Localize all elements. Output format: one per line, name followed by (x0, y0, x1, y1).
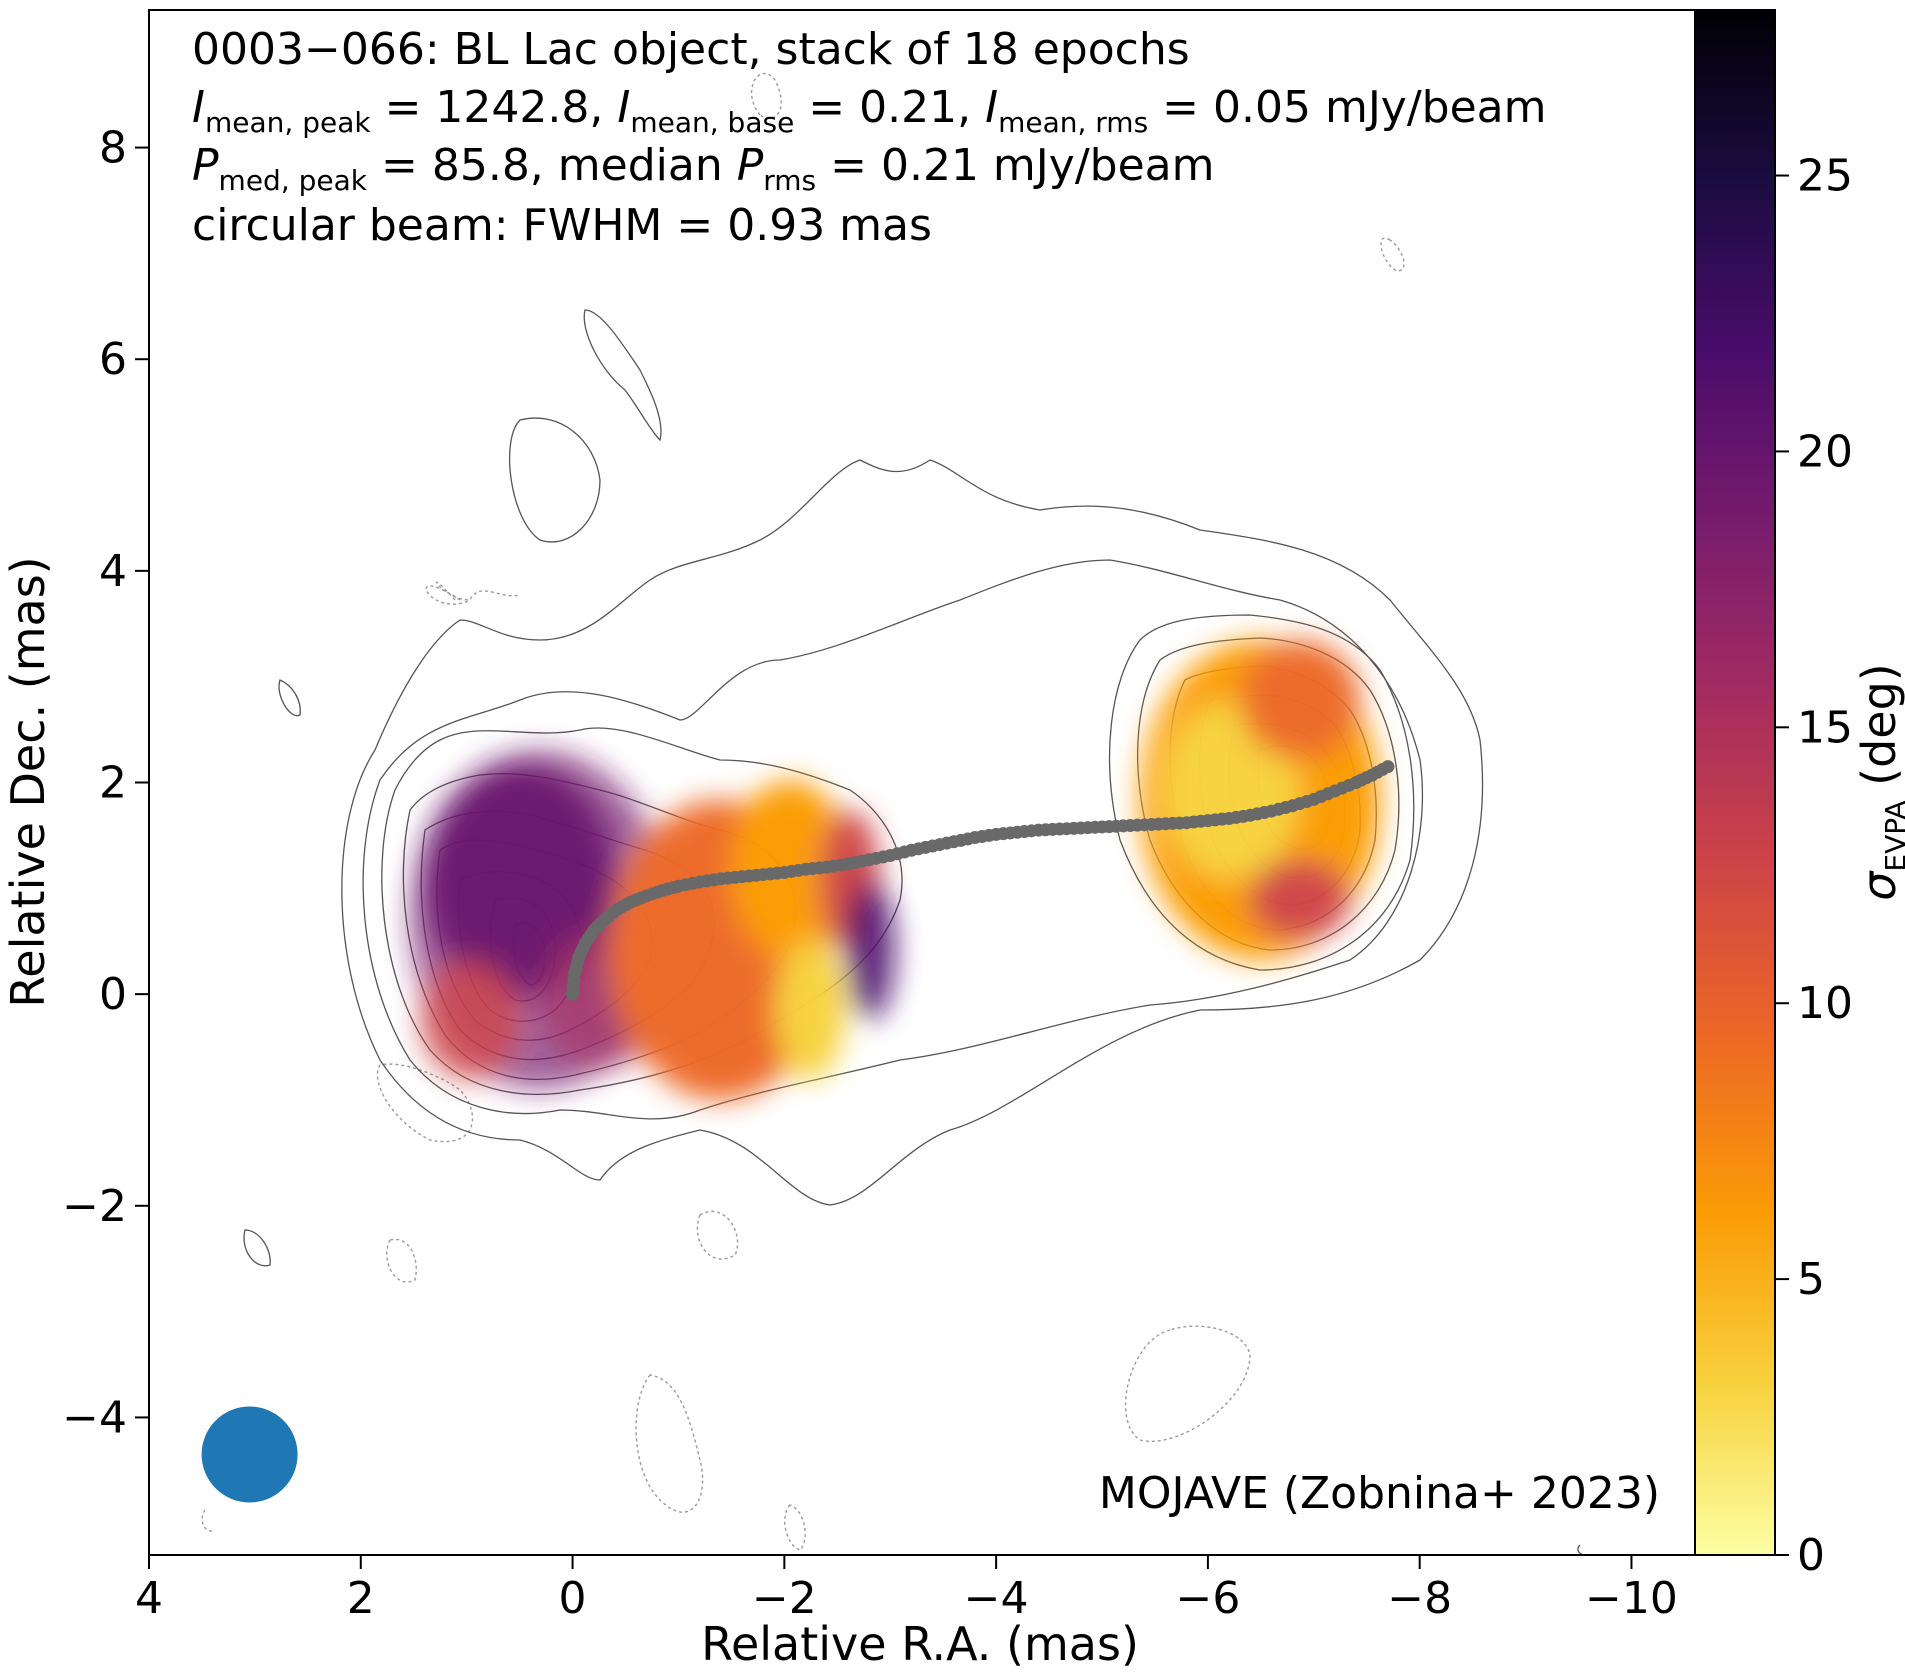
x-tick-label: 0 (559, 1573, 587, 1624)
colorbar-tick-label: 0 (1797, 1530, 1825, 1581)
info-line-4: circular beam: FWHM = 0.93 mas (192, 200, 932, 251)
colorbar-gradient (1694, 9, 1776, 1556)
y-axis-label: Relative Dec. (mas) (1, 556, 55, 1007)
x-tick-label: −2 (752, 1573, 817, 1624)
colorbar-tick-label: 25 (1797, 151, 1853, 202)
ridge-line (566, 760, 1395, 1001)
info-line-2: Imean, peak = 1242.8, Imean, base = 0.21… (192, 82, 1546, 139)
colorbar-label: σEVPA (deg) (1852, 663, 1905, 900)
y-tick-label: 6 (99, 334, 127, 385)
colorbar-tick-label: 10 (1797, 978, 1853, 1029)
beam-ellipse (201, 1406, 298, 1503)
colorbar-tick-label: 20 (1797, 426, 1853, 477)
x-tick-label: −6 (1175, 1573, 1240, 1624)
info-text: 0003−066: BL Lac object, stack of 18 epo… (192, 24, 1660, 1519)
y-tick-label: −4 (62, 1392, 127, 1443)
y-tick-label: 2 (99, 758, 127, 809)
colorbar: 0 5 10 15 20 25 σEVPA (deg) (1694, 9, 1905, 1581)
negative-contours (201, 72, 1405, 1551)
x-axis: 4 2 0 −2 −4 −6 −8 −10 (135, 1555, 1678, 1624)
y-tick-label: 8 (99, 123, 127, 174)
info-line-1: 0003−066: BL Lac object, stack of 18 epo… (192, 24, 1190, 75)
x-tick-label: 2 (347, 1573, 375, 1624)
plot-area: 0003−066: BL Lac object, stack of 18 epo… (149, 10, 1695, 1555)
x-tick-label: −4 (964, 1573, 1029, 1624)
colorbar-tick-label: 5 (1797, 1254, 1825, 1305)
colorbar-ticks: 0 5 10 15 20 25 (1775, 151, 1853, 1581)
info-line-3: Pmed, peak = 85.8, median Prms = 0.21 mJ… (192, 140, 1214, 197)
x-tick-label: −10 (1585, 1573, 1678, 1624)
credit-label: MOJAVE (Zobnina+ 2023) (1099, 1468, 1660, 1519)
x-tick-label: 4 (135, 1573, 163, 1624)
y-tick-label: 4 (99, 546, 127, 597)
y-axis: −4 −2 0 2 4 6 8 (62, 123, 149, 1443)
colorbar-tick-label: 15 (1797, 702, 1853, 753)
sigma-evpa-image (410, 640, 1380, 1100)
y-tick-label: −2 (62, 1181, 127, 1232)
ridge-point (1381, 760, 1395, 774)
y-tick-label: 0 (99, 969, 127, 1020)
x-tick-label: −8 (1387, 1573, 1452, 1624)
x-axis-label: Relative R.A. (mas) (701, 1617, 1139, 1671)
